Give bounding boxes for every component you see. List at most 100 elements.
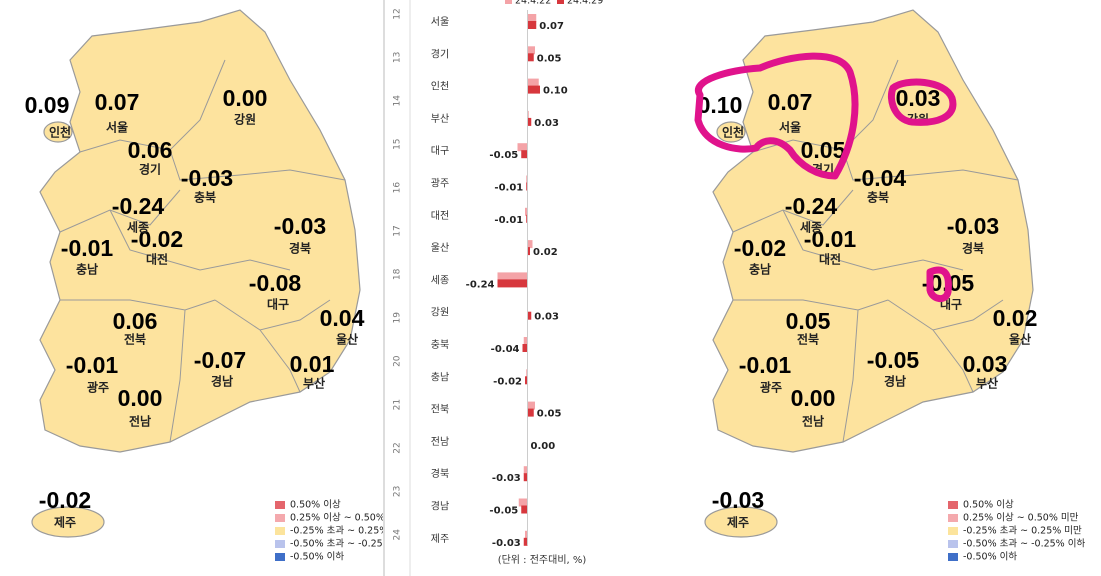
bar [523, 466, 528, 475]
value-label: 0.02 [533, 247, 558, 258]
region-value: -0.03 [181, 165, 233, 191]
region-border [59, 59, 346, 443]
legend-swatch [948, 514, 958, 522]
region-value: -0.04 [854, 165, 907, 191]
region-value: 0.05 [801, 137, 846, 163]
region-name: 울산 [336, 332, 358, 347]
region-value: -0.02 [39, 487, 91, 513]
region-name: 충남 [749, 262, 771, 277]
category-label: 광주 [431, 178, 449, 190]
bar [527, 46, 535, 55]
value-label: 0.03 [534, 118, 559, 129]
region-name: 울산 [1009, 332, 1031, 347]
region-value: -0.03 [947, 213, 999, 239]
region-name: 경북 [289, 242, 311, 256]
region-value: 0.07 [768, 89, 813, 115]
region-name: 대전 [146, 252, 168, 267]
ruler-label: 17 [393, 225, 403, 236]
region-name: 충북 [867, 190, 889, 205]
bar [527, 117, 532, 126]
region-name: 충북 [194, 190, 216, 205]
bar [526, 175, 528, 184]
region-value: 0.03 [963, 351, 1008, 377]
island [43, 121, 73, 143]
legend-label: -0.50% 이하 [963, 551, 1017, 563]
region-name: 서울 [106, 120, 128, 135]
category-label: 충북 [431, 339, 449, 351]
highlight-circle [887, 78, 957, 126]
category-label: 충남 [431, 371, 449, 383]
category-label: 강원 [431, 307, 449, 319]
region-value: -0.01 [804, 226, 857, 252]
region-name: 강원 [234, 113, 256, 127]
legend-swatch [275, 514, 285, 522]
legend-swatch [275, 501, 285, 509]
region-name: 대전 [819, 252, 841, 267]
region-name: 세종 [127, 220, 149, 235]
legend-swatch [948, 501, 958, 509]
bar [523, 537, 528, 546]
legend-swatch [557, 0, 564, 4]
category-label: 경북 [431, 467, 449, 480]
region-border [732, 59, 1019, 443]
value-label: -0.03 [492, 473, 521, 484]
legend-swatch [948, 527, 958, 535]
region-name: 부산 [976, 376, 998, 391]
legend-swatch [275, 553, 285, 561]
region-name: 충남 [76, 262, 98, 277]
bar [527, 53, 534, 62]
legend-label: 0.25% 이상 ~ 0.50% 미만 [290, 513, 406, 524]
region-name: 인천 [722, 125, 744, 140]
region-name: 제주 [54, 516, 76, 530]
legend-label: 0.50% 이상 [290, 500, 341, 511]
island [704, 506, 778, 538]
ruler-label: 23 [393, 486, 403, 497]
ruler-label: 19 [393, 312, 403, 324]
value-label: -0.05 [489, 506, 518, 517]
category-label: 서울 [431, 16, 449, 28]
region-name: 서울 [779, 120, 801, 135]
region-value: 0.10 [698, 92, 743, 118]
value-label: 0.00 [531, 441, 556, 452]
bar [523, 337, 528, 345]
bar [517, 143, 528, 152]
category-label: 세종 [431, 274, 449, 286]
region-value: -0.24 [785, 193, 838, 219]
region-value: -0.03 [274, 213, 326, 239]
bar [527, 401, 535, 410]
region-name: 대구 [940, 298, 962, 312]
legend-label: -0.50% 이하 [290, 551, 344, 563]
region-name: 경기 [139, 162, 161, 177]
bar [527, 247, 530, 256]
ruler-label: 21 [393, 399, 403, 410]
value-label: -0.24 [466, 279, 495, 290]
bar [527, 311, 532, 320]
category-label: 부산 [431, 113, 449, 125]
legend-label: 0.50% 이상 [963, 500, 1014, 511]
ruler-label: 24 [393, 529, 403, 541]
bar [525, 376, 528, 385]
region-value: -0.01 [739, 352, 792, 378]
value-label: -0.02 [493, 376, 522, 387]
region-value: 0.00 [223, 85, 268, 111]
value-label: -0.01 [494, 183, 523, 194]
region-value: 0.02 [993, 305, 1038, 331]
region-value: 0.07 [95, 89, 140, 115]
ruler-label: 18 [393, 268, 403, 280]
region-value: 0.06 [128, 137, 173, 163]
region-value: 0.00 [118, 385, 163, 411]
region-name: 전북 [124, 332, 146, 347]
region-name: 전남 [129, 414, 151, 429]
category-label: 인천 [431, 81, 449, 93]
land [712, 9, 1034, 453]
legend-swatch [505, 0, 512, 4]
region-value: -0.01 [66, 352, 119, 378]
region-value: 0.06 [113, 308, 158, 334]
legend-swatch [948, 540, 958, 548]
region-value: -0.24 [112, 193, 165, 219]
chart-panel [383, 0, 610, 576]
ruler-label: 13 [393, 52, 403, 63]
value-label: -0.03 [492, 538, 521, 549]
